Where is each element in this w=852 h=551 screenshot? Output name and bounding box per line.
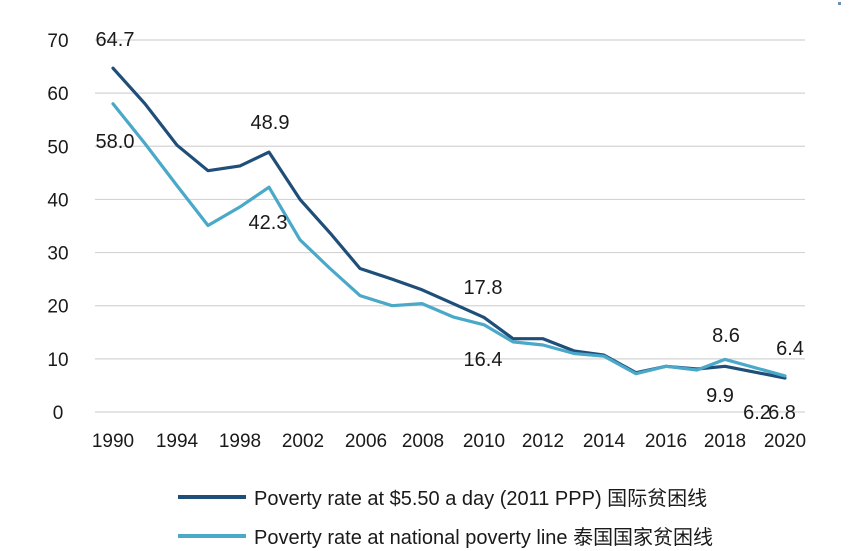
- data-label: 17.8: [464, 277, 503, 299]
- data-label: 64.7: [96, 29, 135, 51]
- legend-label-international: Poverty rate at $5.50 a day (2011 PPP) 国…: [254, 488, 708, 510]
- x-tick-label: 2008: [402, 431, 444, 452]
- legend-item-international: Poverty rate at $5.50 a day (2011 PPP) 国…: [178, 482, 838, 511]
- data-label: 6.8: [768, 402, 796, 424]
- data-label: 16.4: [464, 349, 503, 371]
- data-label: 48.9: [251, 112, 290, 134]
- x-tick-label: 1998: [219, 431, 261, 452]
- y-tick-label: 70: [47, 31, 68, 52]
- data-label: 9.9: [706, 385, 734, 407]
- legend-swatch-national: [178, 533, 246, 538]
- y-tick-label: 30: [47, 244, 68, 265]
- data-label: 8.6: [712, 325, 740, 347]
- y-tick-label: 60: [47, 84, 68, 105]
- x-tick-label: 2010: [463, 431, 505, 452]
- x-tick-label: 1994: [156, 431, 199, 452]
- y-tick-label: 50: [47, 137, 68, 158]
- data-label: 6.2: [743, 402, 771, 424]
- y-tick-label: 10: [47, 350, 68, 371]
- legend-swatch-international: [178, 494, 246, 499]
- x-tick-label: 2002: [282, 431, 324, 452]
- x-tick-label: 2016: [645, 431, 687, 452]
- data-label: 42.3: [249, 212, 288, 234]
- y-tick-label: 0: [53, 403, 64, 424]
- x-tick-label: 2020: [764, 431, 806, 452]
- y-tick-label: 20: [47, 297, 68, 318]
- x-tick-label: 2012: [522, 431, 564, 452]
- x-tick-label: 1990: [92, 431, 134, 452]
- data-label: 6.4: [776, 338, 804, 360]
- legend-item-national: Poverty rate at national poverty line 泰国…: [178, 521, 838, 550]
- x-tick-label: 2014: [583, 431, 626, 452]
- y-tick-label: 40: [47, 190, 68, 211]
- series-line-1: [111, 102, 787, 378]
- data-label: 58.0: [96, 131, 135, 153]
- corner-mark: [838, 2, 841, 5]
- x-tick-label: 2018: [704, 431, 746, 452]
- x-tick-label: 2006: [345, 431, 387, 452]
- legend-label-national: Poverty rate at national poverty line 泰国…: [254, 527, 714, 549]
